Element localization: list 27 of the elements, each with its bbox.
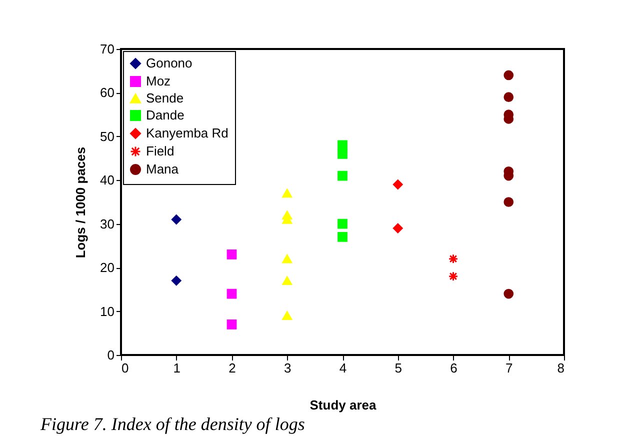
y-tick-label: 50	[100, 128, 114, 144]
legend-label: Gonono	[146, 56, 192, 70]
x-tick-label: 0	[122, 360, 129, 376]
legend-label: Dande	[146, 108, 184, 122]
legend-label: Field	[146, 144, 174, 158]
caption: Figure 7. Index of the density of logs	[40, 414, 305, 434]
legend-label: Moz	[146, 74, 171, 88]
y-tick-label: 10	[100, 304, 114, 319]
y-tick-label: 60	[100, 85, 114, 100]
x-axis-title: Study area	[310, 398, 377, 412]
y-tick-label: 70	[100, 42, 114, 56]
x-tick-label: 2	[228, 360, 236, 376]
y-axis-title: Logs / 1000 paces	[73, 146, 88, 258]
y-tick-label: 40	[100, 172, 114, 188]
x-tick-label: 6	[450, 360, 458, 376]
legend-label: Mana	[146, 162, 180, 176]
x-tick-label: 3	[284, 360, 292, 376]
y-tick-label: 30	[100, 216, 114, 232]
x-tick-label: 7	[506, 360, 513, 376]
x-tick-label: 1	[173, 360, 180, 376]
x-tick-label: 5	[394, 360, 402, 376]
x-tick-label: 4	[339, 360, 347, 376]
x-tick-label: 8	[557, 360, 564, 376]
y-tick-label: 0	[107, 348, 114, 362]
legend-label: Kanyemba Rd	[146, 126, 228, 140]
y-tick-label: 20	[100, 260, 114, 276]
legend-label: Sende	[146, 90, 184, 106]
